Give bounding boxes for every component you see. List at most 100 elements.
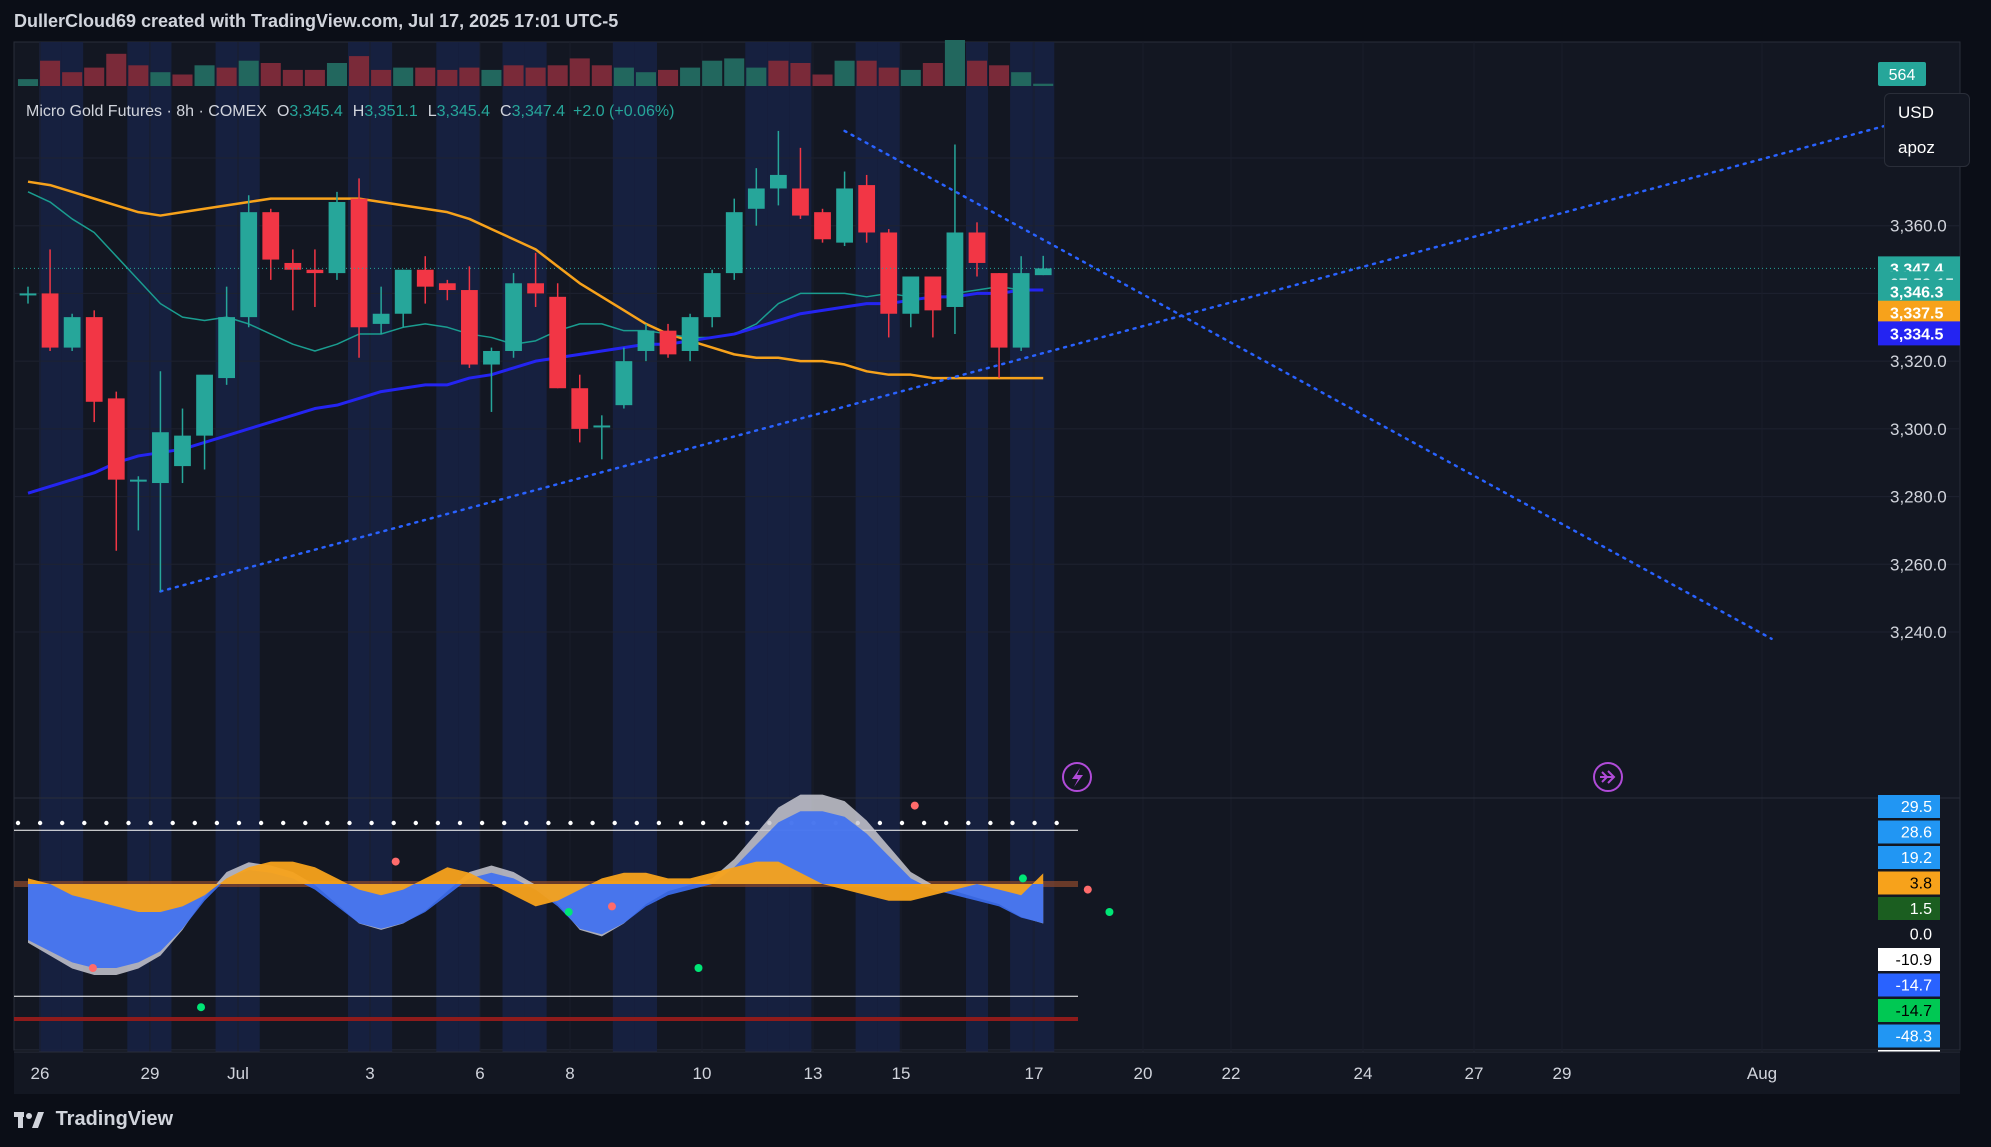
- session-highlight-band: [634, 42, 657, 1052]
- unit-label[interactable]: apoz: [1898, 138, 1935, 157]
- oscillator-axis-badge: [1878, 999, 1940, 1022]
- candle-body: [483, 350, 500, 365]
- candle-body: [527, 283, 544, 294]
- volume-value-badge: [1878, 62, 1926, 86]
- oscillator-signal-dot: [258, 820, 264, 826]
- oscillator-red-dot: [88, 964, 97, 972]
- candle-body: [880, 232, 898, 314]
- oscillator-axis-badge: [1878, 846, 1940, 869]
- oscillator-signal-dot: [435, 820, 441, 826]
- oscillator-signal-dot: [37, 820, 43, 826]
- oscillator-green-dot: [1105, 908, 1114, 916]
- price-axis-badge-label: 3,346.3: [1890, 285, 1943, 302]
- volume-bar: [812, 74, 833, 86]
- candle-body: [505, 283, 522, 351]
- oscillator-signal-dot: [590, 820, 595, 826]
- candle-body: [306, 269, 324, 274]
- oscillator-axis-badge-label: 1.5: [1910, 901, 1932, 918]
- legend-low-label: L: [428, 103, 437, 120]
- candle-body: [416, 269, 434, 287]
- session-highlight-band: [61, 42, 84, 1052]
- price-axis-badge: [1878, 279, 1960, 304]
- volume-bar: [746, 67, 767, 86]
- oscillator-red-dot: [1083, 885, 1092, 894]
- oscillator-signal-dot: [1054, 820, 1059, 826]
- oscillator-signal-dot: [899, 820, 905, 826]
- oscillator-signal-dot: [1032, 820, 1037, 826]
- candle-body: [394, 269, 412, 314]
- candle-body: [659, 330, 677, 355]
- session-highlight-band: [767, 42, 790, 1052]
- oscillator-axis-badge-label: 29.5: [1901, 799, 1932, 816]
- oscillator-axis-badge: [1878, 897, 1940, 920]
- volume-bar: [966, 60, 988, 86]
- volume-bar: [547, 65, 568, 86]
- session-highlight-band: [855, 42, 878, 1052]
- oscillator-signal-dot: [369, 820, 374, 826]
- price-axis-badge-label: 3,337.5: [1890, 306, 1943, 323]
- oscillator-axis-badge-label: 0.0: [1910, 927, 1932, 944]
- oscillator-signal-dot: [214, 820, 220, 826]
- price-axis-badge-label: 3,334.5: [1890, 326, 1943, 343]
- oscillator-green-dot: [197, 1003, 206, 1012]
- legend-low-value: 3,345.4: [437, 103, 490, 120]
- oscillator-axis-badge-label: 28.6: [1901, 825, 1932, 842]
- candle-body: [681, 317, 699, 351]
- legend-high-label: H: [353, 103, 365, 120]
- lightning-icon-ring: [1062, 762, 1092, 792]
- currency-label[interactable]: USD: [1898, 103, 1934, 122]
- candle-body: [328, 202, 346, 274]
- candle-body: [924, 276, 942, 311]
- session-highlight-band: [370, 42, 393, 1052]
- price-axis-badge: [1878, 321, 1960, 346]
- oscillator-signal-dot: [479, 820, 485, 826]
- volume-bar: [304, 69, 325, 86]
- replay-lightning-icon: [1062, 762, 1092, 792]
- oscillator-red-dot: [910, 801, 919, 810]
- candle-body: [240, 212, 258, 318]
- oscillator-signal-dot: [413, 820, 418, 826]
- jump-icon-glyph: [1600, 770, 1616, 784]
- volume-bar: [657, 69, 679, 86]
- volume-bar: [724, 58, 745, 86]
- volume-bar: [922, 63, 943, 86]
- oscillator-signal-dot: [502, 820, 507, 826]
- candle-body: [1034, 268, 1052, 276]
- volume-bar: [106, 53, 127, 86]
- price-chart[interactable]: Micro Gold Futures · 8h · COMEX O3,345.4 H…: [0, 0, 1991, 1100]
- dotted-trendline: [159, 119, 1906, 593]
- volume-bar: [944, 40, 965, 86]
- oscillator-signal-dot: [678, 820, 684, 826]
- price-axis-tick-label: 3,300.0: [1890, 420, 1947, 439]
- session-highlight-band: [1032, 42, 1055, 1052]
- snapshot-caption: DullerCloud69 created with TradingView.c…: [14, 11, 619, 31]
- volume-bar: [790, 63, 811, 86]
- volume-bar: [415, 67, 436, 86]
- oscillator-signal-dot: [877, 820, 883, 826]
- oscillator-signal-dot: [546, 820, 551, 826]
- volume-value-label: 564: [1889, 67, 1916, 84]
- session-highlight-band: [215, 42, 238, 1052]
- price-axis-tick-label: 3,320.0: [1890, 352, 1947, 371]
- time-axis-tick-label: 13: [804, 1064, 823, 1083]
- oscillator-axis-badge: [1878, 795, 1940, 818]
- oscillator-signal-dot: [944, 820, 949, 826]
- currency-unit-box[interactable]: USD apoz: [1884, 93, 1970, 167]
- oscillator-axis-badge: [1878, 973, 1940, 997]
- oscillator-signal-dot: [347, 820, 352, 826]
- volume-bar: [194, 65, 215, 86]
- oscillator-signal-dot: [634, 820, 639, 826]
- candle-body: [41, 293, 59, 348]
- ohlc-legend: Micro Gold Futures · 8h · COMEX O3,345.4 H…: [26, 103, 674, 120]
- volume-bar: [702, 60, 723, 86]
- candle-body: [990, 273, 1008, 348]
- oscillator-axis-badge-label: -14.7: [1896, 1003, 1933, 1020]
- candle-body: [196, 374, 213, 436]
- oscillator-signal-dot: [457, 820, 463, 826]
- oscillator-axis-badge: [1878, 922, 1940, 946]
- volume-bar: [768, 60, 789, 86]
- candle-body: [703, 273, 721, 318]
- time-axis-tick-label: 29: [1553, 1064, 1572, 1083]
- volume-bar: [878, 67, 899, 86]
